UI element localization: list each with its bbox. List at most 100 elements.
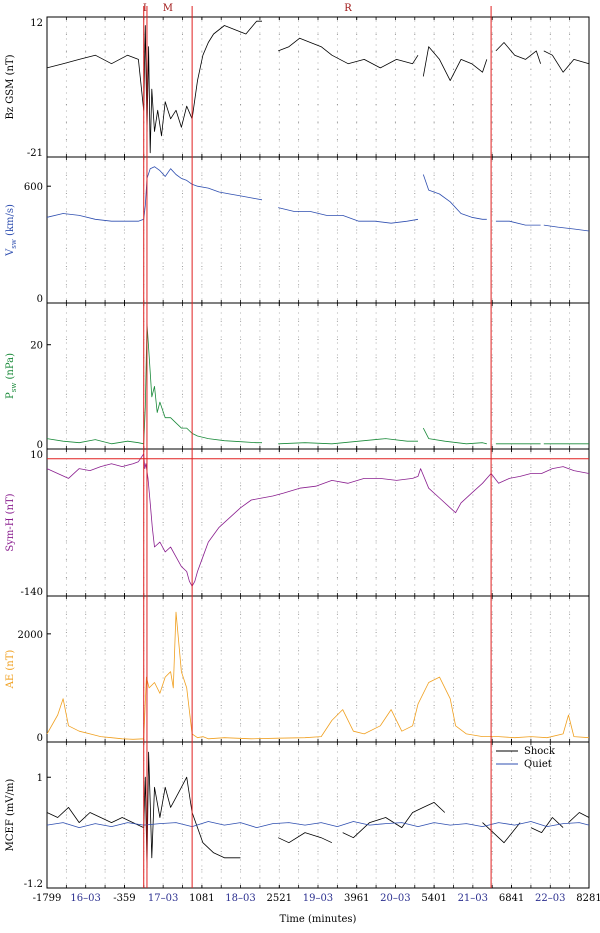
grid-dot — [491, 324, 493, 326]
grid-dot — [375, 518, 377, 520]
grid-dot — [104, 611, 106, 613]
grid-dot — [356, 464, 358, 466]
grid-dot — [336, 51, 338, 53]
grid-dot — [85, 805, 87, 807]
grid-dot — [65, 751, 67, 753]
grid-dot — [220, 805, 222, 807]
grid-dot — [240, 50, 242, 52]
grid-dot — [259, 312, 261, 314]
grid-dot — [375, 250, 377, 252]
grid-dot — [317, 683, 319, 685]
grid-dot — [65, 665, 67, 667]
grid-dot — [259, 262, 261, 264]
grid-dot — [317, 184, 319, 186]
grid-dot — [259, 647, 261, 649]
grid-dot — [433, 68, 435, 70]
grid-dot — [162, 751, 164, 753]
grid-dot — [394, 796, 396, 798]
grid-dot — [375, 318, 377, 320]
grid-dot — [549, 202, 551, 204]
grid-dot — [104, 238, 106, 240]
grid-dot — [162, 265, 164, 268]
grid-dot — [452, 121, 455, 123]
grid-dot — [298, 430, 300, 432]
grid-dot — [65, 470, 67, 472]
grid-dot — [336, 196, 338, 198]
grid-dot — [104, 38, 106, 40]
grid-dot — [259, 641, 261, 643]
grid-dot — [162, 138, 164, 141]
grid-dot — [375, 178, 377, 180]
grid-dot — [511, 38, 513, 40]
grid-dot — [123, 152, 125, 154]
grid-dot — [65, 250, 67, 252]
grid-dot — [104, 659, 106, 661]
grid-dot — [104, 104, 106, 106]
grid-dot — [433, 286, 435, 288]
grid-dot — [472, 172, 474, 174]
grid-dot — [394, 402, 396, 404]
grid-dot — [453, 707, 454, 709]
grid-dot — [317, 375, 319, 377]
grid-dot — [472, 777, 474, 780]
grid-dot — [182, 354, 183, 356]
grid-dot — [298, 265, 300, 268]
grid-dot — [491, 354, 493, 356]
grid-dot — [220, 229, 222, 231]
grid-dot — [220, 178, 222, 180]
grid-dot — [394, 426, 396, 428]
grid-dot — [317, 420, 319, 422]
grid-dot — [569, 482, 571, 484]
grid-dot — [530, 500, 532, 502]
grid-dot — [453, 384, 454, 386]
grid-dot — [123, 683, 125, 685]
grid-dot — [85, 578, 87, 580]
grid-dot — [65, 128, 67, 130]
grid-dot — [220, 811, 222, 813]
grid-dot — [569, 485, 571, 487]
grid-dot — [414, 707, 416, 709]
grid-dot — [181, 411, 184, 414]
grid-dot — [511, 548, 513, 550]
grid-dot — [123, 521, 125, 524]
grid-dot — [278, 298, 280, 300]
grid-dot — [240, 80, 242, 82]
grid-dot — [123, 847, 125, 849]
grid-dot — [336, 482, 338, 484]
grid-dot — [259, 665, 261, 667]
grid-dot — [375, 695, 377, 697]
grid-dot — [104, 166, 106, 168]
grid-dot — [123, 757, 125, 759]
grid-dot — [201, 50, 203, 52]
grid-dot — [65, 32, 67, 34]
grid-dot — [530, 320, 532, 322]
grid-dot — [375, 152, 377, 154]
grid-dot — [85, 336, 87, 338]
grid-dot — [549, 92, 551, 94]
grid-dot — [65, 229, 67, 231]
grid-dot — [220, 104, 222, 106]
grid-dot — [472, 372, 474, 374]
grid-dot — [123, 122, 125, 124]
grid-dot — [394, 668, 396, 670]
grid-dot — [569, 584, 571, 586]
grid-dot — [240, 104, 242, 106]
grid-dot — [336, 378, 338, 380]
grid-dot — [317, 166, 319, 168]
grid-dot — [453, 635, 454, 637]
grid-dot — [65, 488, 67, 490]
grid-dot — [511, 590, 513, 592]
grid-dot — [491, 330, 493, 332]
grid-dot — [182, 372, 183, 374]
grid-dot — [162, 342, 164, 344]
grid-dot — [491, 500, 493, 502]
grid-dot — [182, 805, 183, 807]
grid-dot — [65, 847, 67, 849]
grid-dot — [433, 390, 435, 392]
grid-dot — [104, 665, 106, 667]
grid-dot — [414, 86, 416, 88]
grid-dot — [569, 50, 571, 52]
grid-dot — [336, 814, 338, 816]
grid-dot — [317, 202, 319, 204]
grid-dot — [530, 668, 532, 670]
